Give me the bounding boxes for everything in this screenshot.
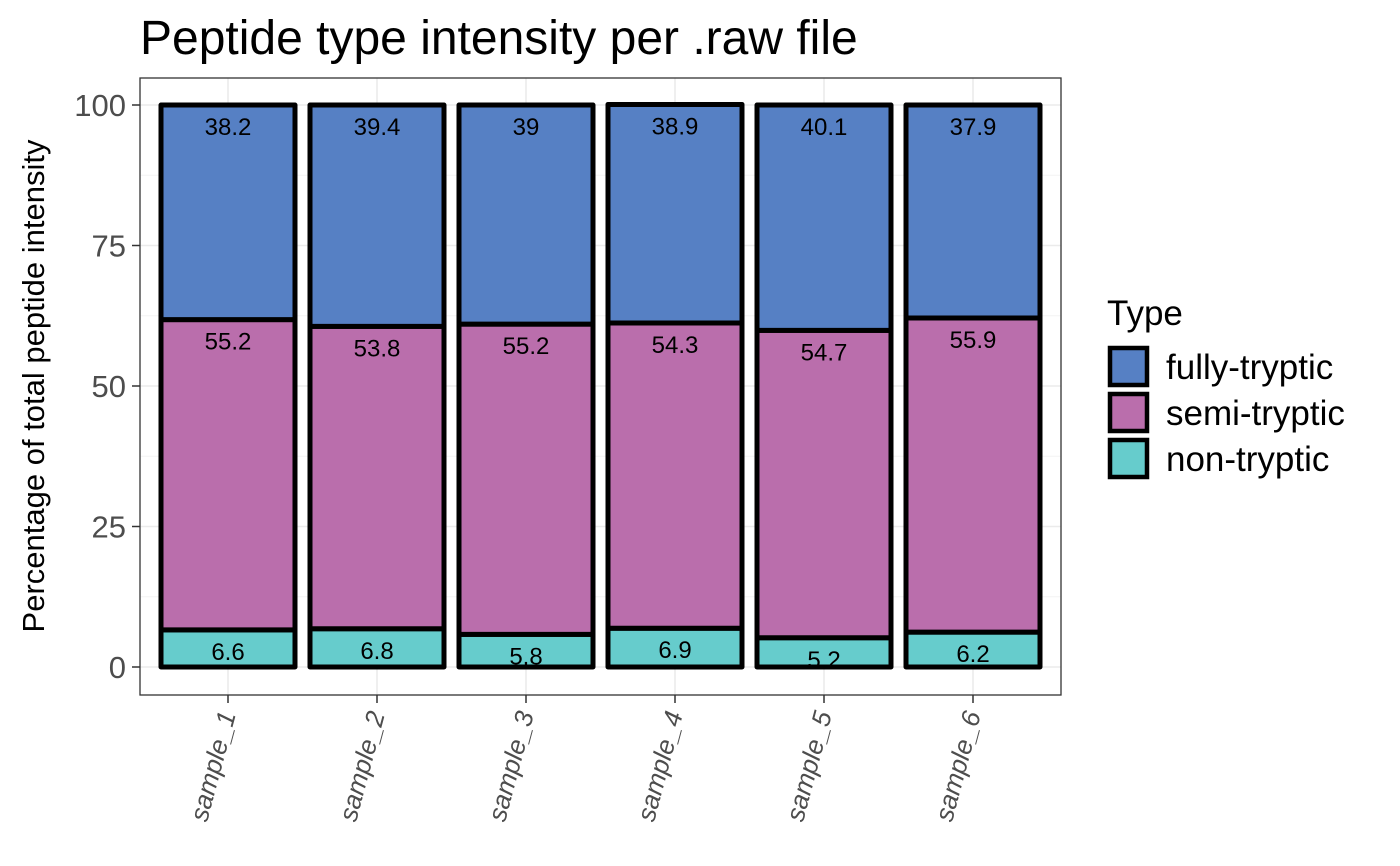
legend-title: Type bbox=[1107, 294, 1183, 333]
data-label: 38.2 bbox=[205, 114, 252, 141]
bars bbox=[158, 101, 1043, 670]
data-label: 5.2 bbox=[807, 647, 840, 674]
bar-segment-semi-tryptic bbox=[605, 320, 745, 631]
data-label: 6.6 bbox=[211, 639, 244, 666]
data-label: 38.9 bbox=[652, 113, 699, 140]
x-tick-label: sample_3 bbox=[482, 707, 540, 824]
bar-segment-fully-tryptic bbox=[754, 102, 894, 333]
y-axis: 0 25 50 75 100 bbox=[74, 88, 140, 685]
data-label: 37.9 bbox=[950, 114, 997, 141]
y-tick-label: 0 bbox=[109, 650, 126, 685]
legend-label: non-tryptic bbox=[1166, 440, 1329, 479]
legend-key-semi-tryptic bbox=[1107, 391, 1150, 434]
x-tick-label: sample_4 bbox=[631, 708, 689, 825]
y-tick-label: 100 bbox=[74, 88, 126, 123]
y-axis-label: Percentage of total peptide intensity bbox=[16, 139, 51, 632]
legend-label: fully-tryptic bbox=[1166, 348, 1333, 387]
data-labels: 6.6 55.2 38.2 6.8 53.8 39.4 5.8 55.2 39 6.9 54.3 38… bbox=[205, 113, 997, 673]
bar-segment-semi-tryptic bbox=[456, 321, 596, 637]
bar-segment-semi-tryptic bbox=[754, 327, 894, 641]
data-label: 55.9 bbox=[950, 327, 997, 354]
bar-segment-fully-tryptic bbox=[903, 102, 1043, 321]
bar-segment-fully-tryptic bbox=[456, 102, 596, 327]
bar-segment-semi-tryptic bbox=[903, 315, 1043, 635]
chart-title: Peptide type intensity per .raw file bbox=[140, 12, 858, 65]
data-label: 55.2 bbox=[205, 329, 252, 356]
data-label: 54.7 bbox=[801, 339, 848, 366]
data-label: 6.9 bbox=[658, 637, 691, 664]
y-tick-label: 25 bbox=[92, 510, 126, 545]
bar-segment-semi-tryptic bbox=[307, 323, 447, 632]
legend-label: semi-tryptic bbox=[1166, 394, 1345, 433]
data-label: 54.3 bbox=[652, 332, 699, 359]
bar-segment-semi-tryptic bbox=[158, 317, 298, 633]
bar-segment-fully-tryptic bbox=[307, 102, 447, 329]
x-tick-label: sample_6 bbox=[929, 707, 987, 824]
y-tick-label: 50 bbox=[92, 369, 126, 404]
data-label: 53.8 bbox=[354, 335, 401, 362]
data-label: 5.8 bbox=[509, 643, 542, 670]
x-tick-label: sample_2 bbox=[333, 707, 391, 824]
legend: Type fully-tryptic semi-tryptic non-trypti… bbox=[1107, 294, 1345, 480]
data-label: 39 bbox=[513, 114, 540, 141]
data-label: 55.2 bbox=[503, 333, 550, 360]
data-label: 39.4 bbox=[354, 114, 401, 141]
legend-key-fully-tryptic bbox=[1107, 345, 1150, 388]
bar-segment-fully-tryptic bbox=[158, 102, 298, 323]
x-tick-label: sample_5 bbox=[780, 707, 838, 824]
y-tick-label: 75 bbox=[92, 229, 126, 264]
legend-key-non-tryptic bbox=[1107, 437, 1150, 480]
data-label: 6.2 bbox=[956, 641, 989, 668]
bar-segment-non-tryptic bbox=[605, 625, 745, 670]
data-label: 40.1 bbox=[801, 114, 848, 141]
bar-segment-non-tryptic bbox=[456, 631, 596, 670]
x-tick-label: sample_1 bbox=[184, 708, 242, 825]
bar-segment-fully-tryptic bbox=[605, 101, 745, 326]
x-axis: sample_1 sample_2 sample_3 sample_4 sample_5… bbox=[184, 695, 987, 824]
data-label: 6.8 bbox=[360, 638, 393, 665]
